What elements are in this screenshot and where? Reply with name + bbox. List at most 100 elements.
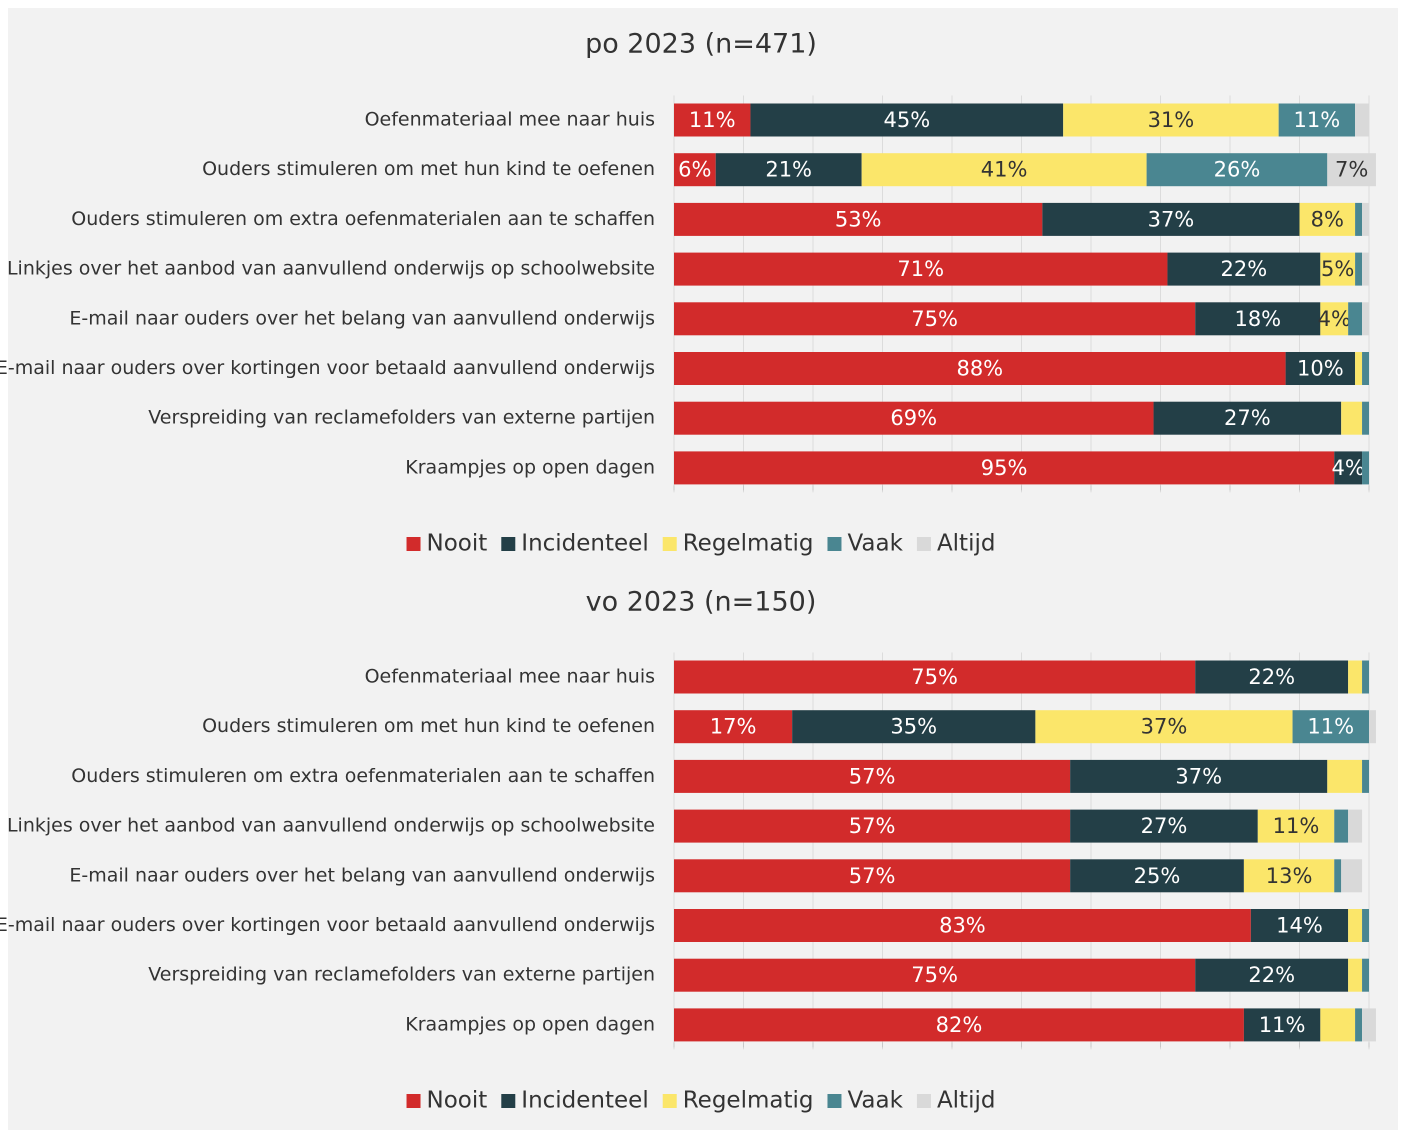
- bar-segment: [674, 401, 1154, 435]
- bar-segment: [1362, 759, 1369, 793]
- category-label: Ouders stimuleren om met hun kind te oef…: [202, 715, 655, 737]
- bar-segment: [1334, 859, 1342, 893]
- data-label: 11%: [1294, 108, 1341, 132]
- bar-segment: [1146, 153, 1328, 187]
- bar-segment: [1341, 401, 1363, 435]
- data-label: 8%: [1311, 207, 1344, 231]
- legend-swatch: [662, 1094, 677, 1108]
- bar-segment: [1278, 103, 1356, 137]
- category-label: Kraampjes op open dagen: [405, 456, 655, 478]
- data-label: 4%: [1331, 456, 1364, 480]
- data-label: 22%: [1248, 963, 1295, 987]
- bar-segment: [674, 859, 1071, 893]
- data-label: 31%: [1148, 108, 1195, 132]
- legend-swatch: [406, 537, 421, 551]
- bar-segment: [1355, 202, 1363, 236]
- data-label: 11%: [689, 108, 736, 132]
- bar-segment: [1320, 302, 1349, 336]
- legend-label: Altijd: [937, 1088, 996, 1114]
- category-label: E-mail naar ouders over kortingen voor b…: [0, 914, 655, 936]
- bar-segment: [674, 710, 793, 744]
- data-label: 45%: [883, 108, 930, 132]
- data-label: 69%: [890, 406, 937, 430]
- bar-segment: [674, 451, 1335, 485]
- category-label: Ouders stimuleren om extra oefenmaterial…: [71, 208, 655, 230]
- legend-label: Vaak: [847, 1088, 903, 1114]
- data-label: 37%: [1148, 207, 1195, 231]
- bar-segment: [1167, 252, 1321, 286]
- category-label: Ouders stimuleren om extra oefenmaterial…: [71, 765, 655, 787]
- category-label: Kraampjes op open dagen: [405, 1013, 655, 1035]
- legend-swatch: [662, 537, 677, 551]
- bar-segment: [750, 103, 1064, 137]
- bar-segment: [1195, 302, 1321, 336]
- bar-segment: [674, 759, 1071, 793]
- bar-segment: [1243, 1008, 1321, 1042]
- legend-label: Regelmatig: [683, 531, 814, 557]
- bar-segment: [1070, 809, 1258, 843]
- legend-label: Regelmatig: [683, 1088, 814, 1114]
- bar-segment: [1070, 859, 1244, 893]
- category-label: Verspreiding van reclamefolders van exte…: [148, 964, 655, 986]
- data-label: 11%: [1259, 1013, 1306, 1037]
- bar-segment: [674, 153, 716, 187]
- legend-label: Vaak: [847, 531, 903, 557]
- bar-segment: [1348, 809, 1363, 843]
- data-label: 75%: [911, 963, 958, 987]
- chart-title: vo 2023 (n=150): [586, 587, 817, 618]
- bar-segment: [1362, 660, 1369, 694]
- bar-segment: [1355, 352, 1363, 385]
- data-label: 75%: [911, 307, 958, 331]
- data-label: 53%: [835, 207, 882, 231]
- bar-segment: [792, 710, 1036, 744]
- bar-segment: [1042, 202, 1300, 236]
- legend-swatch: [501, 1094, 516, 1108]
- bar-segment: [1299, 202, 1356, 236]
- bar-segment: [1334, 809, 1349, 843]
- data-label: 37%: [1141, 715, 1188, 739]
- legend-label: Nooit: [427, 531, 488, 557]
- category-label: E-mail naar ouders over kortingen voor b…: [0, 357, 655, 379]
- bar-segment: [1369, 710, 1376, 744]
- bar-segment: [1348, 909, 1363, 942]
- legend-swatch: [827, 1094, 842, 1108]
- data-label: 7%: [1335, 158, 1368, 182]
- legend-label: Incidenteel: [521, 1088, 648, 1114]
- data-label: 95%: [981, 456, 1028, 480]
- category-label: Ouders stimuleren om met hun kind te oef…: [202, 158, 655, 180]
- bar-segment: [1243, 859, 1335, 893]
- legend-swatch: [916, 537, 931, 551]
- data-label: 6%: [678, 158, 711, 182]
- data-label: 22%: [1248, 665, 1295, 689]
- bar-segment: [674, 958, 1196, 992]
- bar-segment: [1362, 401, 1369, 435]
- data-label: 11%: [1307, 715, 1354, 739]
- data-label: 75%: [911, 665, 958, 689]
- bar-segment: [1285, 352, 1356, 385]
- bar-segment: [1250, 909, 1349, 942]
- legend-swatch: [827, 537, 842, 551]
- background: [8, 8, 1398, 1130]
- chart-title: po 2023 (n=471): [585, 29, 817, 60]
- data-label: 4%: [1318, 307, 1351, 331]
- category-label: Linkjes over het aanbod van aanvullend o…: [7, 258, 655, 280]
- legend-label: Incidenteel: [521, 531, 648, 557]
- bar-segment: [1195, 958, 1349, 992]
- data-label: 5%: [1321, 257, 1354, 281]
- data-label: 41%: [981, 158, 1028, 182]
- bar-segment: [1327, 153, 1376, 187]
- data-label: 13%: [1266, 864, 1313, 888]
- data-label: 18%: [1234, 307, 1281, 331]
- bar-segment: [674, 1008, 1244, 1042]
- bar-segment: [674, 352, 1286, 385]
- bar-segment: [1320, 1008, 1356, 1042]
- bar-segment: [1355, 1008, 1363, 1042]
- bar-segment: [1292, 710, 1369, 744]
- bar-segment: [1035, 710, 1293, 744]
- data-label: 14%: [1276, 914, 1323, 938]
- bar-segment: [1362, 451, 1369, 485]
- legend-swatch: [501, 537, 516, 551]
- legend-label: Nooit: [427, 1088, 488, 1114]
- bar-segment: [1362, 909, 1369, 942]
